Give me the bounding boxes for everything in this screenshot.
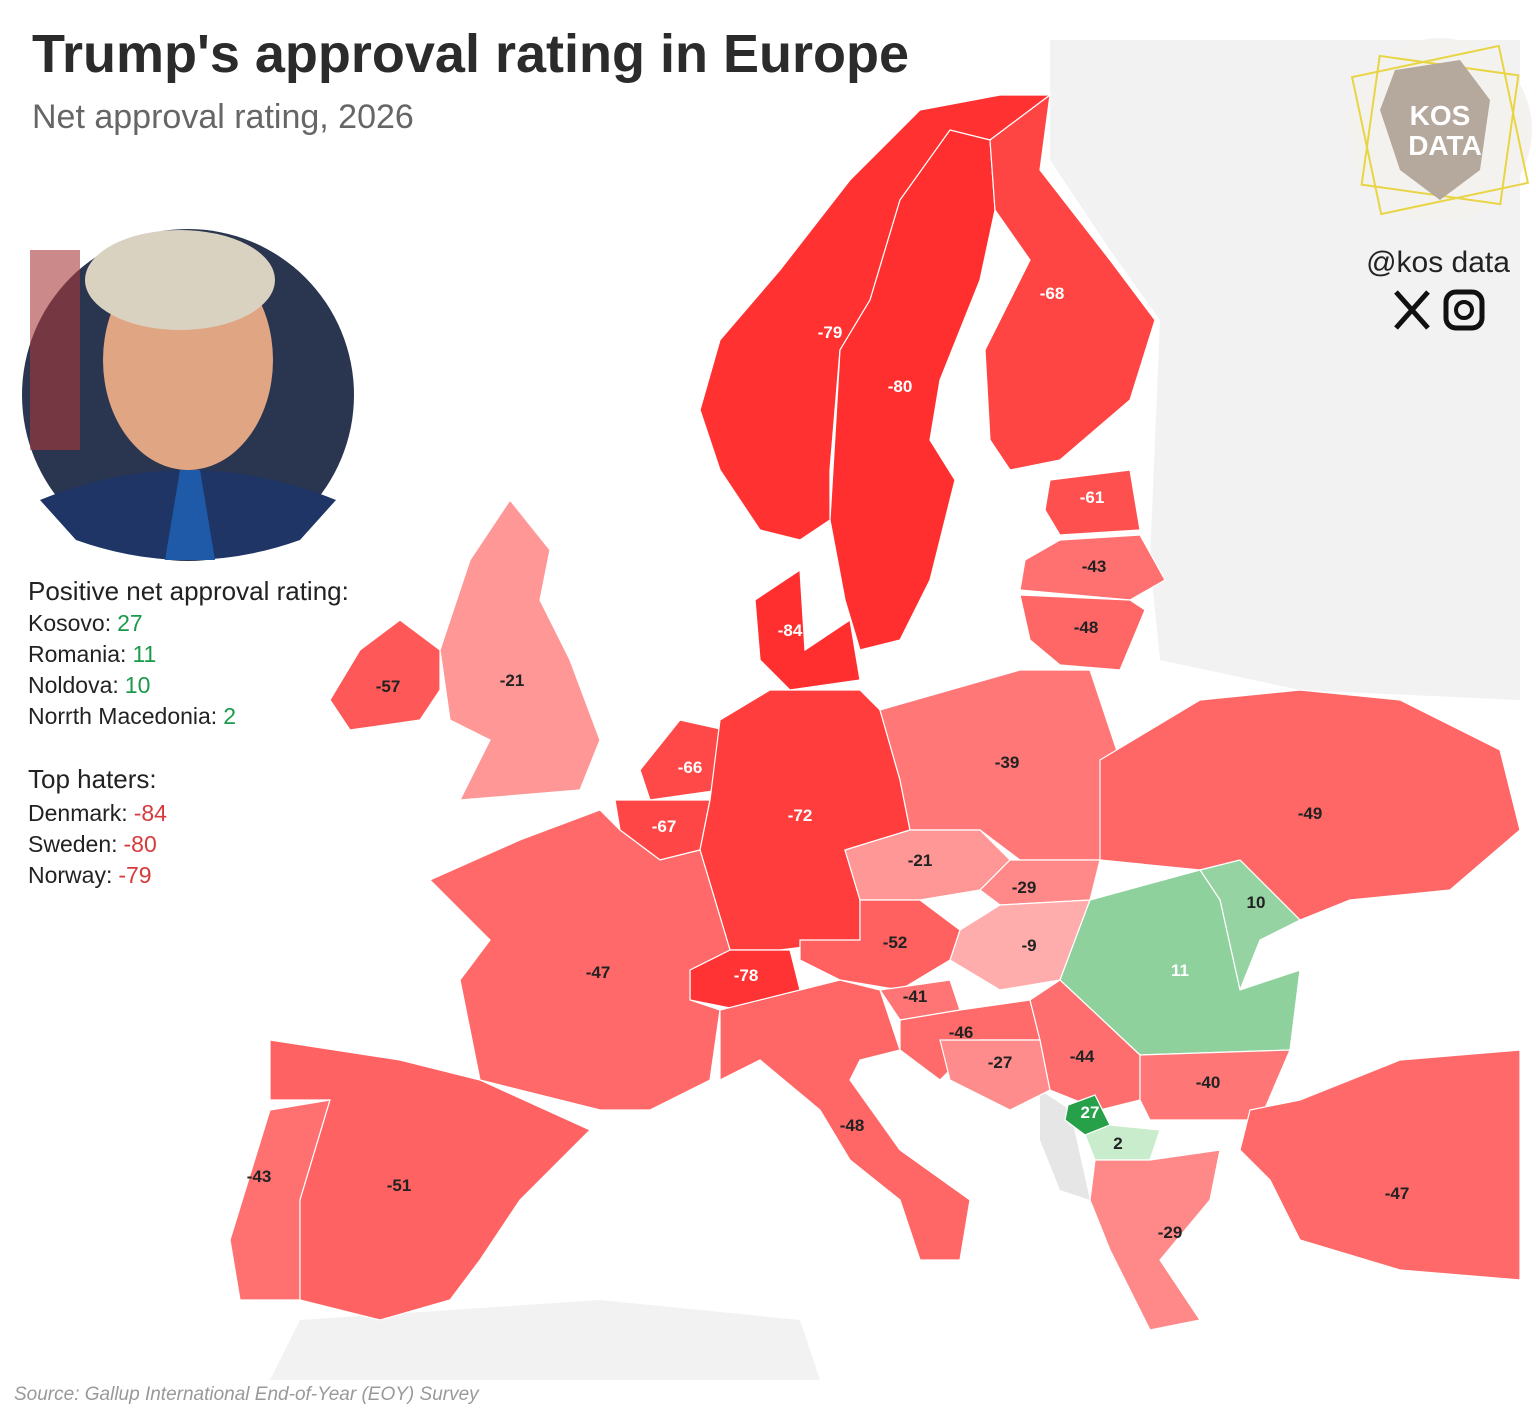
country [1044,469,1141,536]
sidebar: Positive net approval rating: Top haters… [28,576,349,888]
list-item: Norrth Macedonia: 2 [28,703,236,729]
x-icon[interactable] [1394,290,1430,330]
value-label: -41 [903,987,928,1006]
item-value: -84 [134,800,167,826]
map-labels: -79 -80 -68 -61 -43 -48 -84 -57 -21 -66 -67 -72 -39 -… [247,284,1410,1242]
item-label: Romania: [28,641,126,667]
item-value: 10 [125,672,151,698]
hair [85,230,275,330]
value-label: -78 [734,966,759,985]
value-label: -72 [788,806,813,825]
value-label: -43 [247,1167,272,1186]
country [1239,1049,1521,1281]
value-label: -84 [778,621,803,640]
value-label: -39 [995,753,1020,772]
value-label: 10 [1247,893,1266,912]
item-label: Norrth Macedonia: [28,703,217,729]
value-label: -21 [908,851,933,870]
tie [165,470,215,560]
country [1019,594,1146,671]
item-label: Norway: [28,862,112,888]
value-label: -44 [1070,1047,1095,1066]
value-label: -40 [1196,1073,1221,1092]
value-label: -29 [1158,1223,1183,1242]
country [269,1039,592,1321]
subtitle: Net approval rating, 2026 [32,98,414,136]
value-label: -49 [1298,804,1323,823]
photo [22,229,354,561]
value-label: -57 [376,677,401,696]
land [1040,1090,1090,1200]
land [270,1300,820,1380]
logo-text: DATA [1408,130,1482,161]
list-item: Kosovo: 27 [28,610,143,636]
value-label: -61 [1080,488,1105,507]
item-label: Kosovo: [28,610,111,636]
country [799,899,961,991]
instagram-glyph [1454,300,1474,320]
haters-title: Top haters: [28,764,157,794]
value-label: -9 [1021,936,1036,955]
value-label: -21 [500,671,525,690]
value-label: -48 [1074,618,1099,637]
item-label: Noldova: [28,672,119,698]
item-label: Sweden: [28,831,118,857]
country [1029,979,1141,1111]
country [754,568,861,691]
value-label: 11 [1171,961,1189,980]
value-label: -67 [652,817,677,836]
country [939,1039,1051,1111]
value-label: 2 [1113,1134,1122,1153]
value-label: -48 [840,1116,865,1135]
value-label: -47 [586,963,611,982]
list-item: Denmark: -84 [28,800,167,826]
country [439,498,601,801]
item-value: 2 [223,703,236,729]
instagram-icon[interactable] [1443,289,1485,331]
country [428,809,731,1111]
logo-text: KOS [1410,100,1471,131]
item-value: -80 [124,831,157,857]
list-item: Romania: 11 [28,641,156,667]
list-item: Norway: -79 [28,862,152,888]
country [984,93,1156,471]
value-label: -80 [888,377,913,396]
instagram-glyph [1443,289,1485,331]
item-value: 27 [117,610,143,636]
country [979,859,1101,906]
value-label: -79 [818,323,843,342]
item-value: 11 [132,641,156,667]
country [829,129,996,651]
value-label: -51 [387,1176,412,1195]
country [719,979,971,1261]
logo-shape [1380,60,1490,200]
country [1139,1049,1291,1121]
country [1084,1124,1161,1161]
title: Trump's approval rating in Europe [32,24,909,84]
handle: @kos data [1366,246,1510,279]
source: Source: Gallup International End-of-Year… [14,1384,480,1405]
value-label: -66 [678,758,703,777]
country [1019,534,1166,601]
item-value: -79 [118,862,151,888]
item-label: Denmark: [28,800,128,826]
value-label: -47 [1385,1184,1410,1203]
map [229,93,1521,1331]
country [1089,1149,1221,1331]
value-label: -46 [949,1023,974,1042]
list-item: Noldova: 10 [28,672,150,698]
value-label: 27 [1081,1103,1100,1122]
value-label: -68 [1040,284,1065,303]
value-label: -27 [988,1053,1013,1072]
value-label: -52 [883,933,908,952]
value-label: -43 [1082,557,1107,576]
value-label: -29 [1012,878,1037,897]
logo: KOS DATA [1348,38,1532,222]
positive-title: Positive net approval rating: [28,576,349,606]
country [329,619,441,731]
x-icon-glyph [1394,290,1430,330]
flag [30,250,80,450]
list-item: Sweden: -80 [28,831,157,857]
